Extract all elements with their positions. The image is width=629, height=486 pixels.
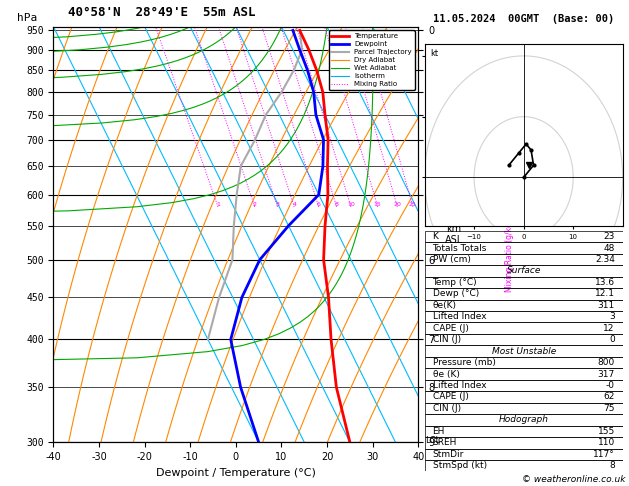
Bar [425, 288, 623, 299]
Text: 8: 8 [609, 461, 615, 470]
Text: 10: 10 [347, 202, 355, 207]
Bar [425, 277, 623, 288]
Text: Dewp (°C): Dewp (°C) [433, 289, 479, 298]
Text: 40°58'N  28°49'E  55m ASL: 40°58'N 28°49'E 55m ASL [53, 6, 256, 18]
Bar [425, 426, 623, 437]
Text: 2.34: 2.34 [595, 255, 615, 264]
Text: StmDir: StmDir [433, 450, 464, 459]
Text: SREH: SREH [433, 438, 457, 447]
Text: Mixing Ratio (g/kg): Mixing Ratio (g/kg) [505, 219, 514, 292]
Text: 117°: 117° [593, 450, 615, 459]
Text: 15: 15 [374, 202, 382, 207]
Text: 11.05.2024  00GMT  (Base: 00): 11.05.2024 00GMT (Base: 00) [433, 14, 615, 24]
Bar [425, 243, 623, 254]
Text: 12: 12 [603, 324, 615, 333]
Text: CAPE (J): CAPE (J) [433, 324, 469, 333]
Text: 2: 2 [253, 202, 257, 207]
Text: kt: kt [430, 49, 438, 58]
Text: LCL: LCL [426, 436, 441, 445]
Text: 6: 6 [317, 202, 321, 207]
Text: -0: -0 [606, 381, 615, 390]
Bar [425, 449, 623, 460]
Y-axis label: km
ASL: km ASL [445, 224, 463, 245]
Text: 4: 4 [292, 202, 296, 207]
Text: 12.1: 12.1 [595, 289, 615, 298]
Text: 23: 23 [603, 232, 615, 241]
Text: 75: 75 [603, 404, 615, 413]
Text: hPa: hPa [17, 13, 37, 22]
Bar [425, 414, 623, 426]
Text: K: K [433, 232, 438, 241]
Bar [425, 254, 623, 265]
Text: Most Unstable: Most Unstable [491, 347, 556, 356]
X-axis label: Dewpoint / Temperature (°C): Dewpoint / Temperature (°C) [156, 468, 316, 478]
Text: Lifted Index: Lifted Index [433, 312, 486, 321]
Text: CIN (J): CIN (J) [433, 404, 460, 413]
Text: 317: 317 [598, 369, 615, 379]
Bar [425, 357, 623, 368]
Bar [425, 311, 623, 323]
Bar [425, 334, 623, 346]
Text: Temp (°C): Temp (°C) [433, 278, 477, 287]
Text: Hodograph: Hodograph [499, 416, 548, 424]
Bar [425, 403, 623, 414]
Text: Lifted Index: Lifted Index [433, 381, 486, 390]
Bar [425, 460, 623, 471]
Text: 3: 3 [609, 312, 615, 321]
Bar [425, 346, 623, 357]
Text: 155: 155 [598, 427, 615, 436]
Bar [425, 380, 623, 391]
Text: 1: 1 [216, 202, 220, 207]
Text: StmSpd (kt): StmSpd (kt) [433, 461, 487, 470]
Text: 800: 800 [598, 358, 615, 367]
Text: © weatheronline.co.uk: © weatheronline.co.uk [522, 474, 626, 484]
Text: PW (cm): PW (cm) [433, 255, 470, 264]
Text: Totals Totals: Totals Totals [433, 243, 487, 253]
Bar [425, 265, 623, 277]
Legend: Temperature, Dewpoint, Parcel Trajectory, Dry Adiabat, Wet Adiabat, Isotherm, Mi: Temperature, Dewpoint, Parcel Trajectory… [329, 30, 415, 90]
Text: 8: 8 [335, 202, 338, 207]
Bar [425, 231, 623, 243]
Text: 0: 0 [609, 335, 615, 344]
Text: 3: 3 [276, 202, 279, 207]
Text: 62: 62 [603, 393, 615, 401]
Text: θe(K): θe(K) [433, 301, 457, 310]
Text: Surface: Surface [506, 266, 541, 276]
Text: 20: 20 [393, 202, 401, 207]
Text: 13.6: 13.6 [594, 278, 615, 287]
Text: EH: EH [433, 427, 445, 436]
Bar [425, 437, 623, 449]
Bar [425, 323, 623, 334]
Text: Pressure (mb): Pressure (mb) [433, 358, 496, 367]
Text: CIN (J): CIN (J) [433, 335, 460, 344]
Text: CAPE (J): CAPE (J) [433, 393, 469, 401]
Text: 25: 25 [409, 202, 417, 207]
Bar [425, 368, 623, 380]
Text: 48: 48 [603, 243, 615, 253]
Bar [425, 299, 623, 311]
Text: θe (K): θe (K) [433, 369, 459, 379]
Text: 110: 110 [598, 438, 615, 447]
Text: 311: 311 [598, 301, 615, 310]
Bar [425, 391, 623, 403]
